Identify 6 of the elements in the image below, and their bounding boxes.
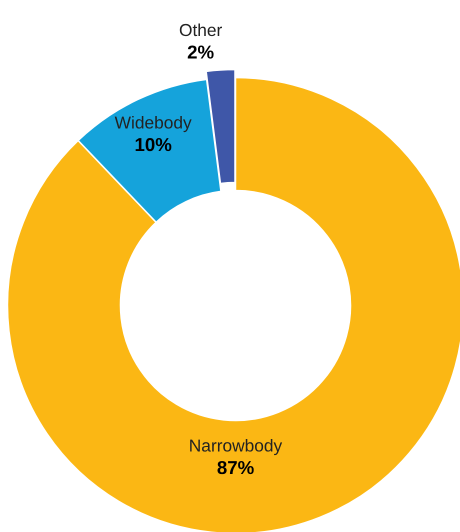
data-label: 2%	[187, 42, 215, 63]
slice-label: Widebody	[114, 112, 192, 133]
data-label: 10%	[134, 134, 172, 156]
data-label: 87%	[216, 457, 255, 478]
slice-label: Narrowbody	[188, 436, 283, 456]
slice-label: Other	[178, 20, 223, 40]
